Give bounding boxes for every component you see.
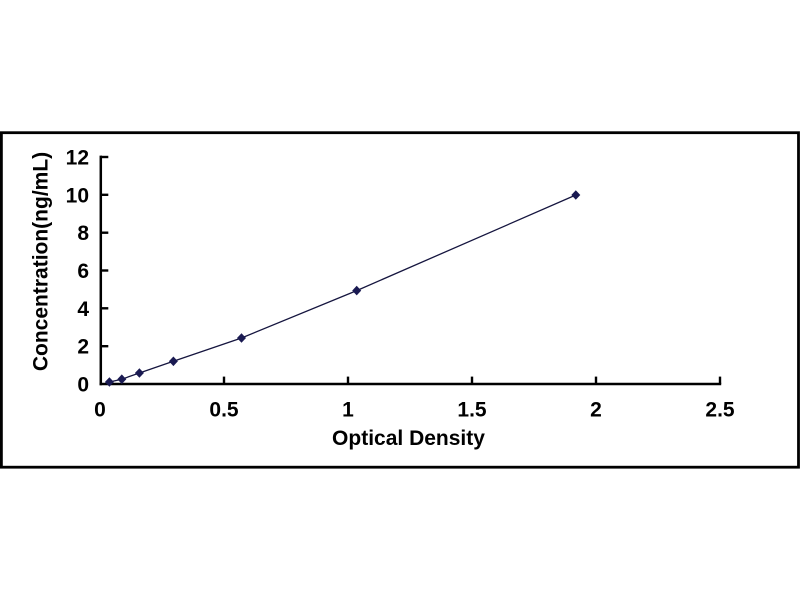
svg-text:0.5: 0.5	[209, 399, 239, 422]
svg-text:6: 6	[77, 260, 89, 283]
svg-text:0: 0	[77, 374, 89, 397]
svg-text:2: 2	[590, 399, 602, 422]
svg-text:Concentration(ng/mL): Concentration(ng/mL)	[30, 152, 53, 371]
svg-text:1: 1	[342, 399, 354, 422]
svg-text:4: 4	[77, 298, 89, 321]
svg-text:10: 10	[66, 184, 89, 207]
svg-text:1.5: 1.5	[457, 399, 487, 422]
svg-text:8: 8	[77, 222, 89, 245]
svg-text:12: 12	[66, 147, 89, 170]
svg-text:2.5: 2.5	[705, 399, 735, 422]
svg-text:Optical Density: Optical Density	[332, 427, 485, 450]
svg-text:0: 0	[94, 399, 106, 422]
svg-text:2: 2	[77, 336, 89, 359]
